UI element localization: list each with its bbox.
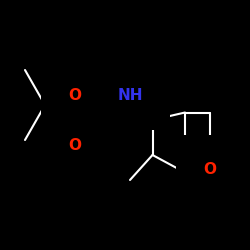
Text: O: O: [204, 162, 216, 178]
Text: NH: NH: [117, 88, 143, 102]
Text: O: O: [68, 88, 82, 102]
Text: O: O: [68, 138, 82, 152]
